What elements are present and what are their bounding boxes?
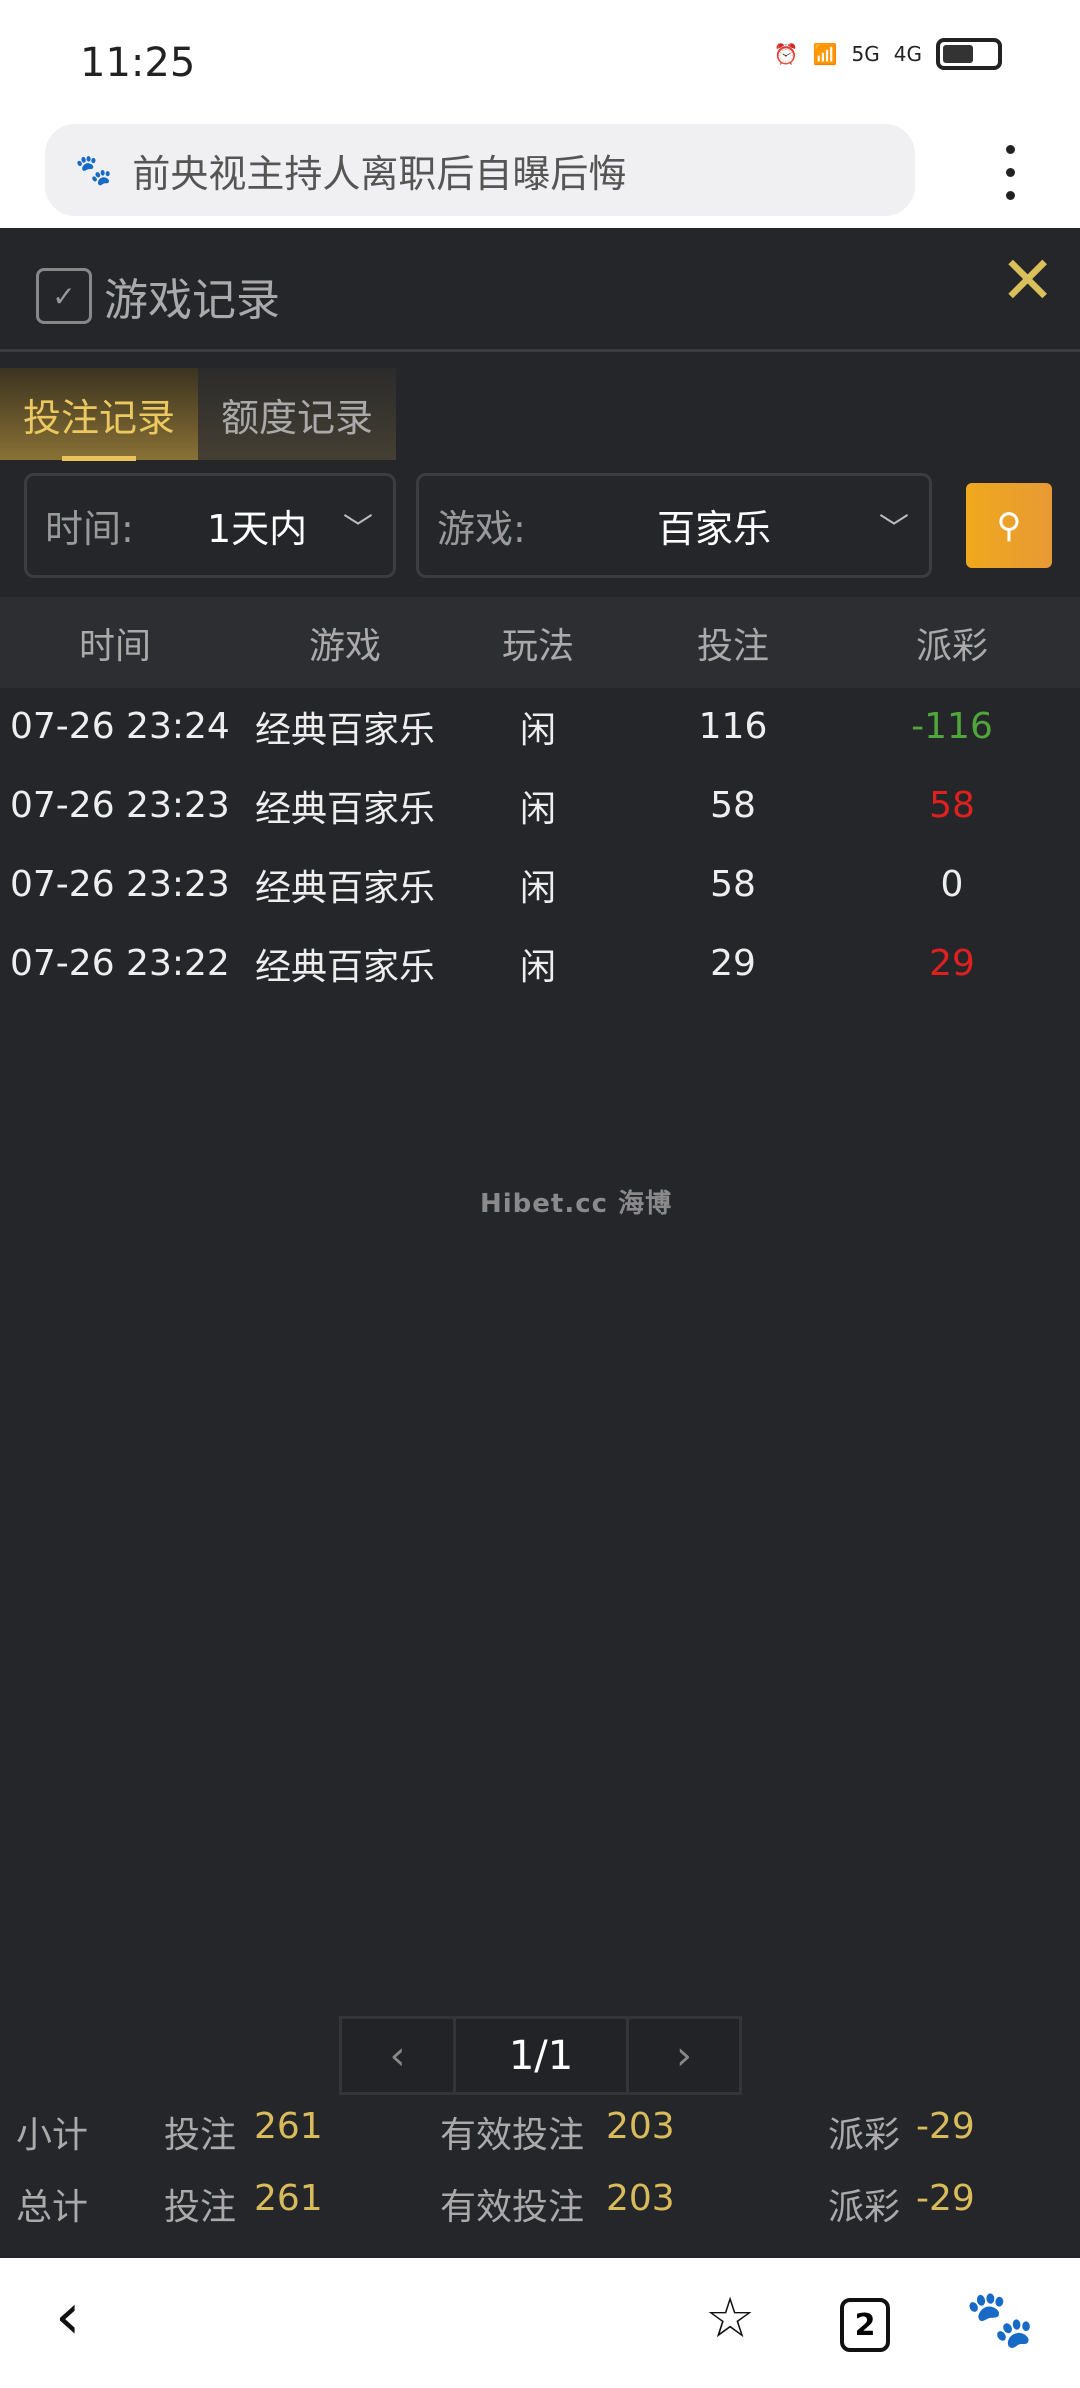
tabs-button[interactable]: 2: [840, 2298, 890, 2352]
cell-payout: 0: [940, 864, 964, 905]
cell-play: 闲: [519, 788, 556, 830]
cell-payout: 58: [929, 785, 975, 826]
search-query: 前央视主持人离职后自曝后悔: [132, 151, 627, 196]
battery-icon: [936, 38, 1002, 70]
baidu-home-icon[interactable]: 🐾: [965, 2287, 1035, 2352]
cell-payout: 29: [929, 943, 975, 984]
page-indicator: 1/1: [456, 2019, 629, 2092]
cell-game: 经典百家乐: [254, 867, 435, 909]
game-filter-select[interactable]: 游戏: 百家乐 ﹀: [416, 473, 932, 578]
cell-bet: 29: [710, 943, 756, 984]
panel-title: 游戏记录: [104, 275, 280, 326]
payout-label: 派彩: [828, 2115, 901, 2156]
browser-bottom-nav: ‹ ☆ 2 🐾: [0, 2258, 1080, 2388]
cell-play: 闲: [519, 867, 556, 909]
payout-value: -29: [916, 2106, 975, 2147]
subtotal-row: 小计 投注 261 有效投注 203 派彩 -29: [0, 2106, 1080, 2166]
game-records-panel: ✓ 游戏记录 ✕ 投注记录 额度记录 时间: 1天内 ﹀ 游戏: 百家乐 ﹀ ⚲…: [0, 228, 1080, 2258]
wifi-icon: 📶: [812, 42, 838, 66]
cell-time: 07-26 23:23: [10, 785, 230, 826]
bet-value: 261: [254, 2178, 323, 2219]
signal-4g-icon: 4G: [893, 42, 922, 66]
cell-time: 07-26 23:24: [10, 706, 230, 747]
cell-game: 经典百家乐: [254, 788, 435, 830]
search-button[interactable]: ⚲: [966, 483, 1052, 568]
cell-time: 07-26 23:22: [10, 943, 230, 984]
status-bar: 11:25 ⏰ 📶 5G 4G: [0, 0, 1080, 120]
prev-page-button[interactable]: ‹: [342, 2019, 456, 2092]
chevron-down-icon: ﹀: [879, 511, 909, 547]
bet-label: 投注: [164, 2187, 237, 2228]
valid-bet-value: 203: [606, 2178, 675, 2219]
table-row: 07-26 23:23 经典百家乐 闲 58 58: [0, 766, 1080, 845]
table-row: 07-26 23:22 经典百家乐 闲 29 29: [0, 924, 1080, 1003]
game-filter-value: 百家乐: [657, 507, 772, 551]
header-game: 游戏: [308, 625, 381, 667]
payout-label: 派彩: [828, 2187, 901, 2228]
cell-bet: 116: [698, 706, 768, 747]
next-page-button[interactable]: ›: [676, 2032, 692, 2079]
total-row: 总计 投注 261 有效投注 203 派彩 -29: [0, 2178, 1080, 2238]
table-row: 07-26 23:23 经典百家乐 闲 58 0: [0, 845, 1080, 924]
cell-game: 经典百家乐: [254, 709, 435, 751]
close-button[interactable]: ✕: [1000, 242, 1056, 319]
header-bet: 投注: [696, 625, 769, 667]
bet-label: 投注: [164, 2115, 237, 2156]
valid-bet-label: 有效投注: [440, 2115, 585, 2156]
time-filter-select[interactable]: 时间: 1天内 ﹀: [24, 473, 396, 578]
bet-value: 261: [254, 2106, 323, 2147]
valid-bet-label: 有效投注: [440, 2187, 585, 2228]
cell-payout: -116: [911, 706, 993, 747]
time-filter-label: 时间:: [45, 507, 134, 551]
chevron-down-icon: ﹀: [343, 511, 373, 547]
tab-bet-records[interactable]: 投注记录: [0, 368, 198, 460]
header-play: 玩法: [501, 625, 574, 667]
table-row: 07-26 23:24 经典百家乐 闲 116 -116: [0, 687, 1080, 766]
search-icon: ⚲: [996, 505, 1022, 546]
watermark-logo: Hibet.cc 海博: [480, 1189, 673, 1219]
cell-game: 经典百家乐: [254, 946, 435, 988]
back-button[interactable]: ‹: [55, 2280, 81, 2354]
baidu-paw-icon: 🐾: [75, 152, 113, 188]
game-filter-label: 游戏:: [437, 507, 526, 551]
cell-bet: 58: [710, 864, 756, 905]
alarm-icon: ⏰: [773, 42, 799, 66]
panel-header: ✓ 游戏记录 ✕: [0, 228, 1080, 352]
tab-credit-records[interactable]: 额度记录: [198, 368, 396, 460]
clock: 11:25: [80, 40, 196, 86]
cell-play: 闲: [519, 709, 556, 751]
summary-label: 总计: [16, 2187, 89, 2228]
clipboard-check-icon: ✓: [36, 268, 92, 324]
time-filter-value: 1天内: [207, 507, 308, 551]
table-header: 时间 游戏 玩法 投注 派彩: [0, 597, 1080, 688]
status-icons: ⏰ 📶 5G 4G: [774, 38, 1002, 70]
search-bar[interactable]: 🐾 前央视主持人离职后自曝后悔: [45, 124, 915, 216]
cell-bet: 58: [710, 785, 756, 826]
active-tab-indicator: [62, 456, 136, 461]
cell-play: 闲: [519, 946, 556, 988]
header-time: 时间: [78, 625, 151, 667]
pagination: ‹ 1/1 ›: [339, 2016, 742, 2095]
bookmark-star-icon[interactable]: ☆: [705, 2286, 756, 2351]
summary-label: 小计: [16, 2115, 89, 2156]
cell-time: 07-26 23:23: [10, 864, 230, 905]
valid-bet-value: 203: [606, 2106, 675, 2147]
more-menu-button[interactable]: [995, 145, 1025, 200]
payout-value: -29: [916, 2178, 975, 2219]
header-payout: 派彩: [915, 625, 988, 667]
signal-5g-icon: 5G: [851, 42, 880, 66]
